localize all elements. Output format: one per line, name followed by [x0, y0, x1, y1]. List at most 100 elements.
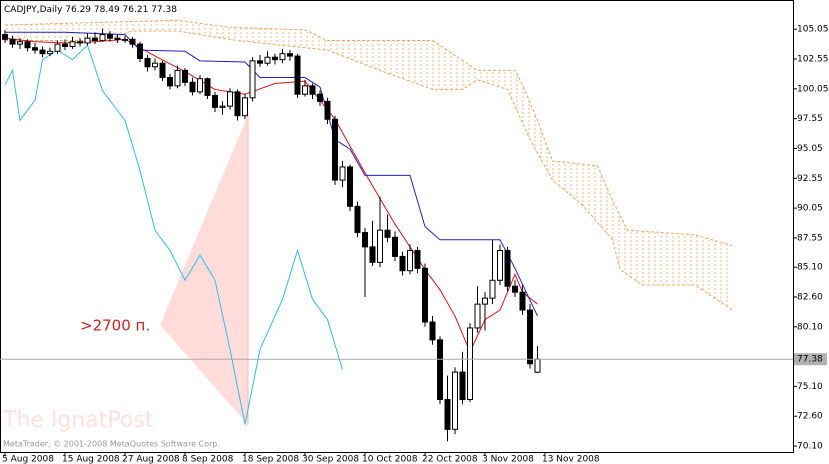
candle-body: [197, 78, 204, 93]
candle-body: [204, 78, 211, 96]
y-tick-label: 72.60: [797, 412, 823, 422]
close: 77.38: [151, 5, 177, 15]
candle-body: [152, 62, 159, 68]
candle-body: [496, 249, 503, 281]
price-label: 77.38: [797, 355, 823, 365]
candle-body: [54, 43, 61, 52]
candle-body: [272, 56, 279, 61]
candle-body: [227, 91, 234, 107]
candle-body: [39, 49, 46, 55]
candle-body: [392, 236, 398, 257]
symbol: CADJPY,Daily: [4, 5, 63, 15]
low: 76.21: [123, 5, 149, 15]
x-tick-label: 10 Oct 2008: [362, 455, 418, 464]
copyright: MetaTrader, © 2001-2008 MetaQuotes Softw…: [3, 440, 220, 449]
candle-body: [347, 166, 354, 207]
candle-body: [481, 297, 488, 305]
candle-body: [332, 118, 339, 181]
candle-body: [77, 41, 84, 44]
high: 78.49: [94, 5, 120, 15]
candle-body: [466, 327, 473, 401]
candle-body: [182, 69, 189, 83]
x-tick-label: 22 Oct 2008: [422, 455, 478, 464]
candle-body: [242, 97, 249, 117]
candle-body: [84, 37, 91, 44]
range-triangle: [160, 115, 248, 425]
candle-body: [99, 34, 106, 42]
annotation: >2700 п.: [80, 317, 150, 335]
candle-body: [249, 60, 256, 99]
candle-body: [511, 285, 518, 293]
candle-body: [174, 69, 181, 87]
y-tick-label: 70.10: [797, 442, 823, 452]
candle-body: [414, 249, 421, 269]
candle-body: [384, 229, 391, 238]
candle-body: [436, 339, 443, 401]
x-tick-label: 3 Nov 2008: [482, 455, 534, 464]
candle-body: [526, 309, 533, 365]
x-tick-label: 13 Nov 2008: [542, 455, 600, 464]
candle-body: [92, 37, 99, 42]
y-tick-label: 102.55: [797, 55, 829, 65]
candle-body: [451, 371, 458, 430]
candle-body: [429, 321, 436, 341]
candle-body: [294, 55, 301, 95]
candle-body: [339, 166, 346, 181]
indicator-line: [4, 44, 343, 425]
x-tick-label: 30 Sep 2008: [302, 455, 359, 464]
candle-body: [24, 41, 31, 49]
candle-body: [167, 77, 174, 87]
open: 76.29: [65, 5, 91, 15]
y-tick-label: 105.05: [797, 25, 829, 35]
candle-body: [444, 399, 451, 430]
y-tick-label: 90.05: [797, 204, 823, 214]
candle-body: [421, 267, 428, 323]
candle-body: [534, 358, 541, 373]
y-tick-label: 87.55: [797, 233, 823, 243]
candle-body: [234, 91, 241, 117]
cloud-line: [5, 30, 733, 311]
candle-body: [257, 60, 264, 64]
candle-body: [32, 47, 39, 51]
y-tick-label: 80.10: [797, 322, 823, 332]
candle-body: [212, 94, 219, 108]
x-tick-label: 27 Aug 2008: [122, 455, 180, 464]
candle-body: [399, 255, 406, 272]
price-box: [794, 353, 827, 366]
candle-body: [2, 34, 9, 40]
candle-body: [159, 62, 166, 79]
candle-body: [9, 38, 16, 45]
candle-body: [69, 41, 76, 48]
candle-body: [122, 38, 129, 41]
candle-body: [129, 38, 136, 45]
candle-body: [519, 291, 526, 311]
y-tick-label: 100.05: [797, 84, 829, 94]
candle-body: [17, 41, 24, 45]
y-tick-label: 92.55: [797, 174, 823, 184]
candle-body: [47, 50, 54, 55]
candle-body: [317, 93, 324, 102]
candle-body: [219, 105, 226, 108]
candle-body: [369, 246, 376, 263]
candle-body: [407, 249, 413, 272]
candle-body: [107, 34, 114, 39]
candle-body: [309, 85, 316, 95]
candle-body: [137, 43, 144, 59]
candle-body: [459, 371, 466, 401]
candle-body: [302, 85, 309, 95]
y-tick-label: 95.05: [797, 144, 823, 154]
candle-body: [489, 279, 496, 299]
candle-body: [62, 43, 69, 48]
candle-body: [287, 53, 294, 57]
x-tick-label: 18 Sep 2008: [242, 455, 299, 464]
candle-body: [362, 232, 369, 248]
y-tick-label: 82.60: [797, 292, 823, 302]
y-tick-label: 97.55: [797, 114, 823, 124]
x-tick-label: 5 Aug 2008: [2, 455, 54, 464]
y-tick-label: 85.10: [797, 263, 823, 273]
candle-body: [504, 249, 511, 287]
candle-body: [324, 100, 331, 120]
candle-body: [144, 57, 151, 68]
candle-body: [377, 229, 383, 263]
